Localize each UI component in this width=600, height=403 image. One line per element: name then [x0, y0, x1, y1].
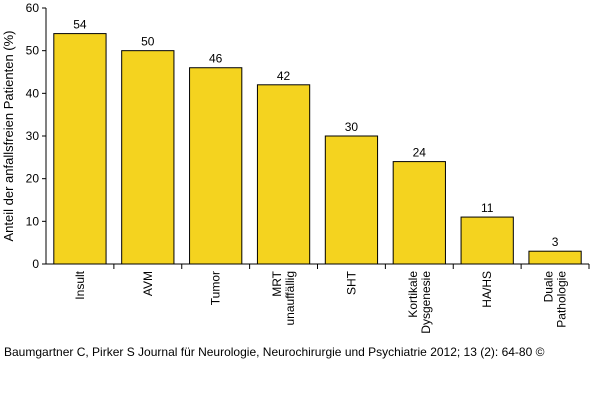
source-credit: Baumgartner C, Pirker S Journal für Neur…	[4, 345, 545, 359]
y-tick-label: 50	[26, 44, 40, 58]
y-tick-label: 60	[26, 1, 40, 15]
bar	[53, 33, 107, 265]
y-tick-label: 0	[32, 257, 39, 271]
y-tick-label: 10	[26, 214, 40, 228]
data-label: 50	[141, 35, 155, 49]
data-label: 24	[413, 146, 427, 160]
bar	[460, 216, 514, 265]
data-label: 54	[73, 18, 87, 32]
y-tick-label: 40	[26, 86, 40, 100]
y-tick-label: 30	[26, 129, 40, 143]
y-axis-label: Anteil der anfallsfreien Patienten (%)	[1, 30, 16, 241]
x-tick-label: SHT	[344, 270, 358, 295]
bar	[121, 50, 175, 265]
x-tick-label: KortikaleDysgenesie	[406, 271, 433, 334]
bar	[528, 250, 582, 265]
data-label: 42	[277, 69, 291, 83]
data-label: 11	[481, 201, 494, 215]
bar	[392, 161, 446, 265]
x-tick-label: DualePathologie	[542, 271, 569, 328]
x-tick-label: Tumor	[209, 271, 223, 305]
x-tick-label: HA/HS	[480, 271, 494, 308]
bar	[324, 135, 379, 265]
x-tick-label: Insult	[73, 270, 87, 299]
x-tick-label: MRTunauffällig	[270, 270, 297, 325]
y-tick-label: 20	[26, 172, 40, 186]
bar	[189, 67, 243, 265]
bar-chart: Anteil der anfallsfreien Patienten (%) 0 1…	[1, 1, 590, 334]
data-label: 30	[345, 120, 359, 134]
bar	[256, 84, 311, 265]
x-tick-label: AVM	[141, 271, 155, 296]
data-label: 3	[552, 235, 559, 249]
data-label: 46	[209, 52, 223, 66]
